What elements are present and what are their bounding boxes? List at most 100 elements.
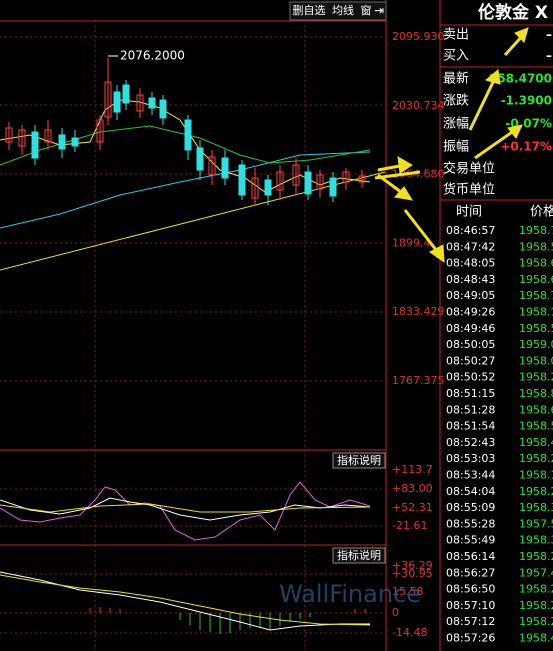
indicator-axis: +36.29+30.95 15.58 0 -14.48 <box>392 559 433 639</box>
trade-price: 1958.6 <box>519 403 553 416</box>
indicator-button[interactable] <box>332 452 386 469</box>
trade-price: 1958.2 <box>519 485 553 498</box>
trade-list: 时间 价格 08:46:57 1958.7 08:47:42 1958.5 08:48:05… <box>446 204 553 645</box>
trade-price: 1958.5 <box>519 420 553 433</box>
indicator-label: -14.48 <box>392 626 427 639</box>
indicator-line <box>0 481 371 541</box>
indicator-label: 15.58 <box>392 585 424 598</box>
dea-line <box>0 574 371 626</box>
trade-price: 1958.5 <box>519 240 553 253</box>
price-label: 1964.680 <box>392 168 445 181</box>
quote-value: +0.17% <box>500 140 552 154</box>
trade-price: 1958.4 <box>519 436 553 449</box>
indicator-button-label[interactable]: 指标说明 <box>337 453 381 467</box>
indicator-line <box>0 503 371 513</box>
trade-time: 08:56:14 <box>446 550 495 563</box>
quote-value: 958.4700 <box>489 72 552 86</box>
quote-label: 货币单位 <box>443 182 495 198</box>
trade-price: 1958.4 <box>519 632 553 645</box>
indicator-label: +52.31 <box>392 501 433 514</box>
trade-time: 08:51:15 <box>446 387 495 400</box>
ma-cyan <box>0 151 371 229</box>
trade-time: 08:54:04 <box>446 485 495 498</box>
indicator-label: +113.7 <box>392 463 433 476</box>
trade-time: 08:48:05 <box>446 257 495 270</box>
trade-time: 08:50:52 <box>446 371 495 384</box>
quote-label: 买入 <box>443 49 469 64</box>
quote-value: -1.3900 <box>501 94 552 108</box>
toolbar-button[interactable]: 窗 <box>361 3 372 17</box>
indicator-axis: +113.7 +83.00 +52.31 -21.61 <box>392 463 433 532</box>
trade-price: 1958.3 <box>519 534 553 547</box>
indicator-label: +30.95 <box>392 567 433 580</box>
quote-label: 卖出 <box>443 28 469 43</box>
indicator-label: 0 <box>392 606 399 619</box>
watermark: WallFinance <box>279 580 421 608</box>
trade-price: 1958.0 <box>519 354 553 367</box>
trade-time: 08:56:50 <box>446 583 495 596</box>
quote-label: 交易单位 <box>443 161 495 177</box>
trade-price: 1958.1 <box>519 306 553 319</box>
quote-value: – <box>546 28 552 42</box>
trade-price: 1958.2 <box>519 371 553 384</box>
trade-time: 08:53:44 <box>446 469 495 482</box>
trade-price: 1958.2 <box>519 452 553 465</box>
trade-time: 08:48:43 <box>446 273 495 286</box>
trade-price: 1958.2 <box>519 583 553 596</box>
trade-price: 1958.7 <box>519 289 553 302</box>
toolbar-button[interactable]: 删自选 <box>293 4 326 17</box>
trade-price: 1958.7 <box>519 224 553 237</box>
trade-price: 1958.5 <box>519 322 553 335</box>
pin-icon[interactable]: ⇥ <box>374 4 384 18</box>
trade-time: 08:56:27 <box>446 566 495 579</box>
toolbar-button[interactable]: 均线 <box>332 3 354 17</box>
trade-price: 1958.8 <box>519 387 553 400</box>
trade-price: 1957.4 <box>519 566 553 579</box>
trade-header: 价格 <box>530 204 553 220</box>
trade-time: 08:47:42 <box>446 240 495 253</box>
indicator-button[interactable] <box>332 547 386 564</box>
price-label: 1767.375 <box>392 374 445 387</box>
trade-time: 08:46:57 <box>446 224 495 237</box>
annotation: 2076.2000 <box>120 49 185 63</box>
trade-time: 08:55:09 <box>446 501 495 514</box>
quote-label: 最新 <box>443 71 469 87</box>
ma-long <box>0 171 386 271</box>
toolbar <box>289 1 387 21</box>
price-axis: 2095.930 2030.734 1964.680 1899.4 1833.429 17… <box>392 30 445 387</box>
quote-value: – <box>546 49 552 63</box>
trade-time: 08:49:46 <box>446 322 495 335</box>
trade-time: 08:50:05 <box>446 338 495 351</box>
quote-label: 振幅 <box>443 140 469 155</box>
indicator-line <box>0 497 371 521</box>
quote-label: 涨幅 <box>443 117 469 132</box>
trade-price: 1958.3 <box>519 501 553 514</box>
trade-time: 08:55:49 <box>446 534 495 547</box>
indicator-label: -21.61 <box>392 519 427 532</box>
indicator-button-label[interactable]: 指标说明 <box>337 548 381 562</box>
trade-time: 08:57:10 <box>446 599 495 612</box>
trade-price: 1958.2 <box>519 615 553 628</box>
trade-price: 1958.2 <box>519 550 553 563</box>
trade-price: 1958.2 <box>519 599 553 612</box>
trade-time: 08:52:43 <box>446 436 495 449</box>
trade-time: 08:57:26 <box>446 632 495 645</box>
trade-header: 时间 <box>456 205 482 220</box>
trade-time: 08:51:28 <box>446 403 495 416</box>
trade-time: 08:57:12 <box>446 615 495 628</box>
arrows <box>374 27 529 264</box>
trade-time: 08:49:26 <box>446 306 495 319</box>
price-label: 1833.429 <box>392 305 445 318</box>
trade-time: 08:53:03 <box>446 452 495 465</box>
quote-label: 涨跌 <box>443 93 469 109</box>
trade-price: 1958.6 <box>519 257 553 270</box>
trade-price: 1957.5 <box>519 517 553 530</box>
trade-price: 1958.6 <box>519 273 553 286</box>
indicator-label: +83.00 <box>392 482 433 495</box>
quote-title: 伦敦金 X <box>478 2 548 23</box>
indicator-label: +36.29 <box>392 559 433 572</box>
trade-time: 08:55:28 <box>446 517 495 530</box>
